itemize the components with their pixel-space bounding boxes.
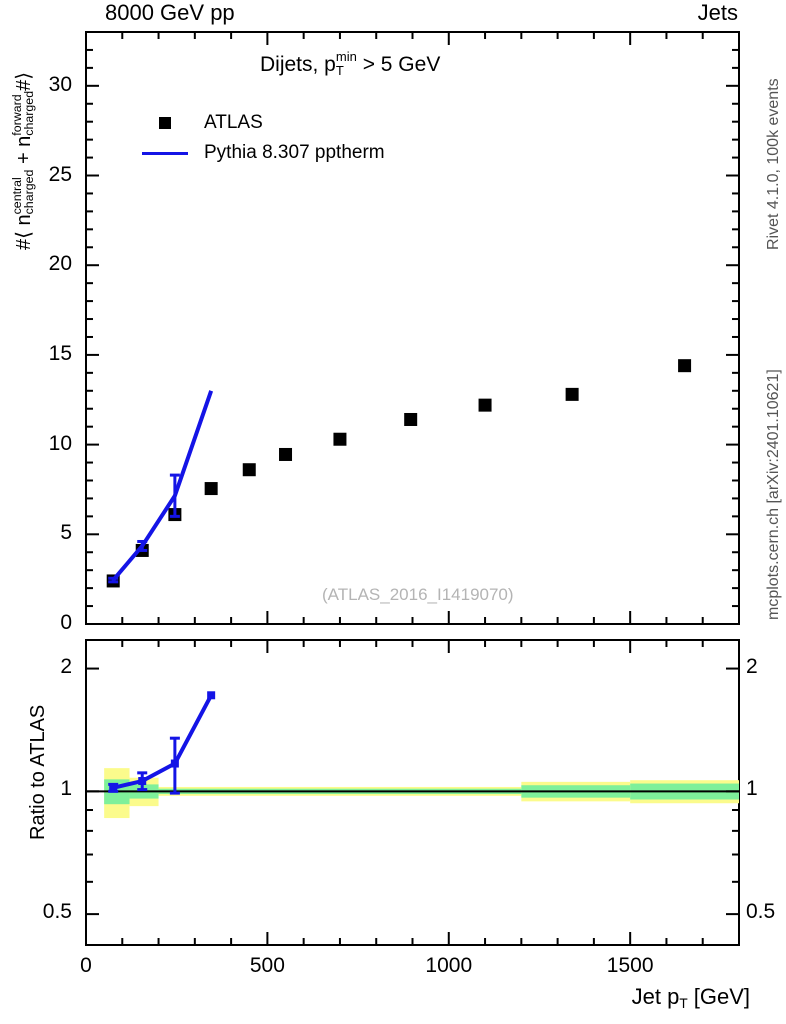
data-marker-atlas [565,387,579,401]
legend-item-atlas[interactable]: ATLAS [140,108,385,138]
plot-title-ptmin: min T [335,49,357,78]
plot-title-prefix: Dijets, p [260,52,336,76]
header-beam-label: 8000 GeV pp [105,0,235,25]
mc-curve-ratio [112,694,213,790]
x-tick-label-500: 500 [249,954,285,977]
legend-marker-line-icon [140,151,190,155]
main-plot-panel [85,31,740,625]
data-marker-atlas [478,398,492,412]
y-tick-label-20: 20 [48,252,72,276]
legend-label-pythia: Pythia 8.307 pptherm [204,142,385,163]
x-tick-label-1500: 1500 [606,954,654,977]
legend: ATLAS Pythia 8.307 pptherm [140,108,385,168]
ratio-y-tick-label-right-2: 2 [746,654,758,678]
data-marker-atlas [678,359,692,373]
x-tick-label-0: 0 [80,954,92,977]
ratio-y-tick-label-2: 2 [60,654,72,678]
x-tick-label-1000: 1000 [425,954,473,977]
ratio-y-tick-label-right-1: 1 [746,777,758,801]
data-marker-atlas [279,447,293,461]
mc-marker-ratio [207,691,216,700]
y-tick-label-10: 10 [48,431,72,455]
y-tick-label-5: 5 [60,521,72,545]
plot-title: Dijets, p min T > 5 GeV [260,49,441,79]
data-marker-atlas [204,482,218,496]
data-marker-atlas [404,412,418,426]
header-category-label: Jets [697,0,738,25]
legend-label-atlas: ATLAS [204,112,263,133]
y-tick-label-30: 30 [48,72,72,96]
ratio-y-tick-label-0.5: 0.5 [42,900,72,924]
plot-title-suffix: > 5 GeV [362,52,441,76]
mc-curve-main [111,390,214,582]
ratio-y-tick-label-1: 1 [60,777,72,801]
legend-marker-square-icon [140,117,190,129]
data-marker-atlas [333,432,347,446]
legend-item-pythia[interactable]: Pythia 8.307 pptherm [140,138,385,168]
y-tick-label-15: 15 [48,341,72,365]
y-tick-label-0: 0 [60,611,72,634]
x-axis-title: Jet pT [GeV] [631,984,750,1011]
ratio-y-tick-label-right-0.5: 0.5 [746,900,776,924]
y-tick-label-25: 25 [48,162,72,186]
analysis-watermark: (ATLAS_2016_I1419070) [322,585,514,604]
data-marker-atlas [242,463,256,477]
